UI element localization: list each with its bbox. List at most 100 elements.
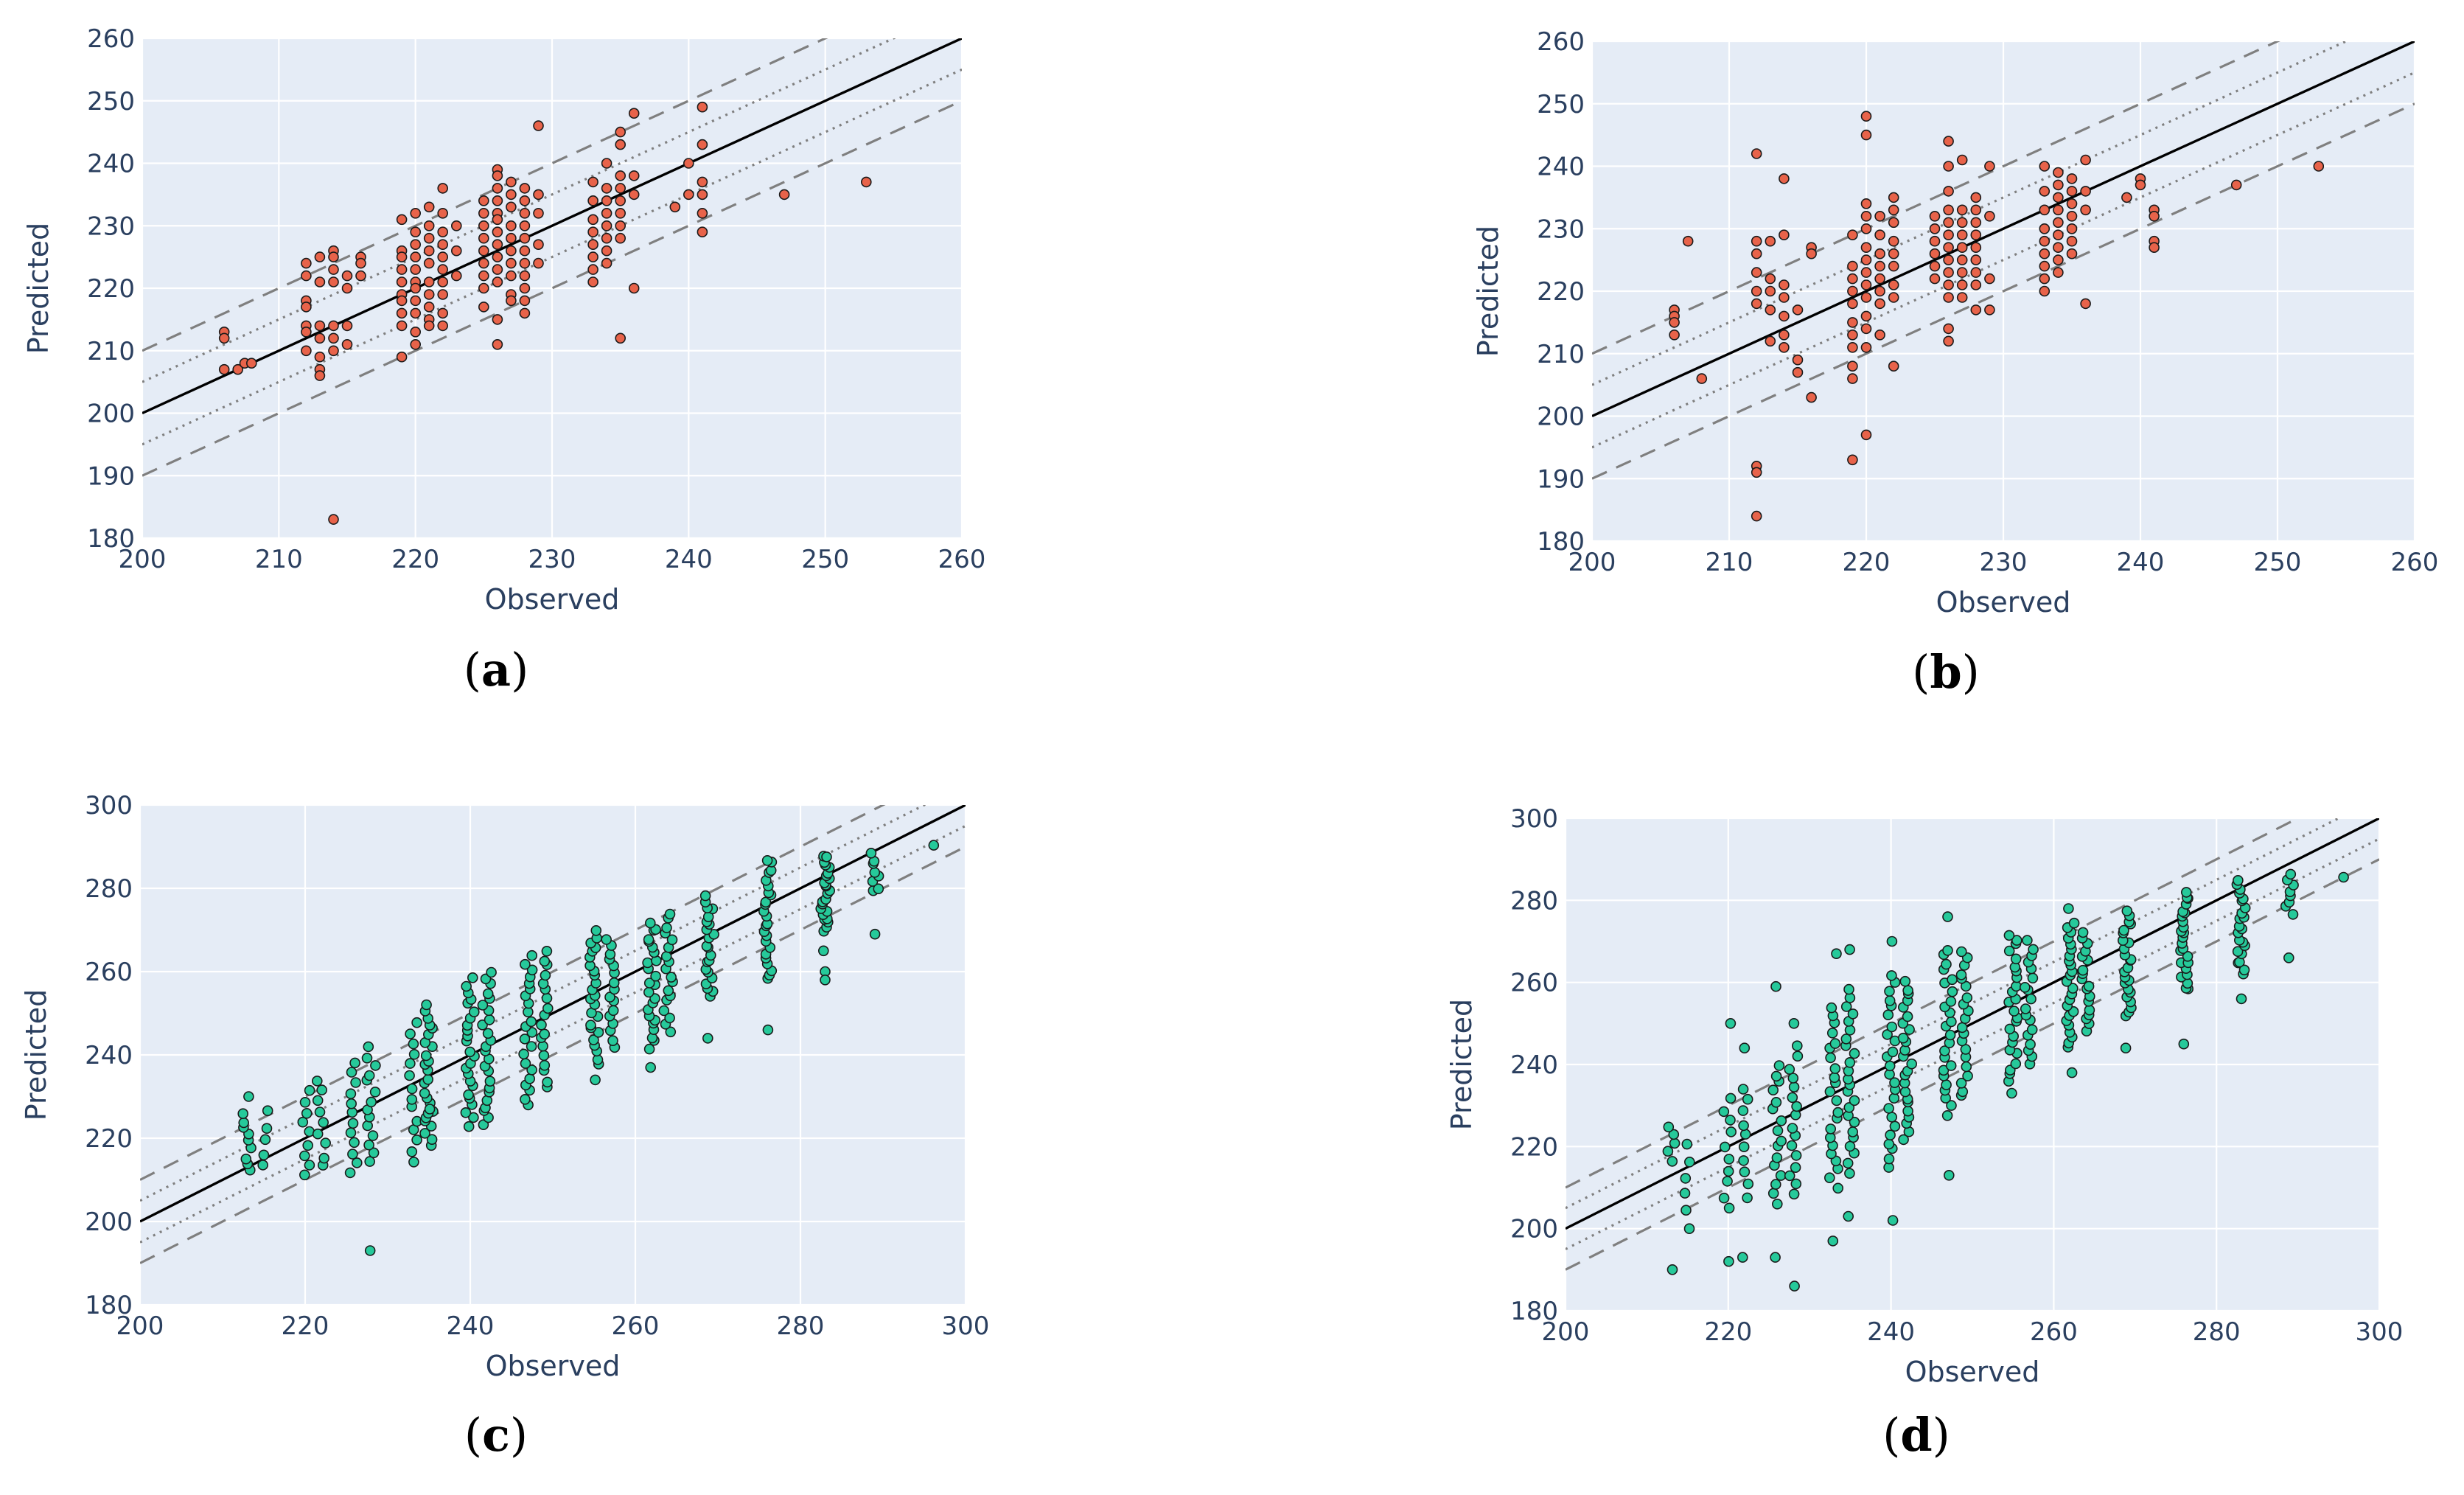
data-point [419,1128,430,1139]
chart-panel-a: 200 210 220 230 240 250 260 180 190 200 210 220 230 2… [22,24,985,697]
x-tick-label: 280 [777,1311,825,1341]
data-point [1770,980,1781,992]
data-point [299,1150,310,1162]
data-point [426,1134,438,1145]
data-point [1956,267,1968,278]
data-point [262,1105,273,1116]
x-tick-label: 200 [116,1311,164,1341]
data-point [1751,298,1762,310]
data-point [1738,1141,1750,1152]
data-point [506,270,517,282]
data-point [350,1077,361,1088]
data-point [314,320,326,332]
data-point [2118,924,2129,936]
data-point [361,1053,373,1064]
y-tick-label: 190 [1537,464,1585,494]
data-point [460,1107,472,1118]
data-point [1962,1070,1973,1081]
data-point [355,270,366,282]
data-point [410,239,422,251]
data-point [1943,267,1954,278]
data-point [437,264,449,275]
error-band-5-line [142,68,962,446]
x-tick-label: 210 [1706,548,1753,577]
data-point [1788,1018,1800,1029]
error-band-10-line [1592,102,2415,480]
y-tick-label: 220 [87,274,135,304]
data-point [2039,223,2051,234]
data-point [2006,1087,2017,1099]
data-point [2053,217,2064,229]
data-point [1725,1092,1737,1104]
data-point [2003,945,2015,957]
identity-line [142,38,962,415]
data-point [1860,223,1872,234]
data-point [1956,946,1967,958]
data-point [467,972,478,983]
data-point [506,189,517,201]
data-point [405,1028,416,1039]
data-point [2066,210,2078,222]
data-point [520,958,531,970]
data-point [328,251,339,262]
chart-panel-c: 200 220 240 260 280 300180200220240260280300O… [20,791,989,1462]
data-point [1718,1192,1730,1204]
data-point [1874,260,1885,272]
data-point [2039,204,2051,216]
data-point [2010,1058,2022,1070]
data-point [482,1028,494,1039]
data-point [1904,1024,1915,1035]
data-point [526,949,538,961]
data-point [1832,1182,1843,1194]
data-point [410,326,422,338]
data-point [299,1169,310,1181]
chart-panel-d: 200 220 240 260 280 300180200220240260280300O… [1445,804,2403,1462]
data-point [1751,235,1762,247]
data-point [506,232,517,244]
data-point [423,220,435,231]
data-point [506,257,517,269]
data-point [312,1128,324,1140]
data-point [396,351,408,363]
y-tick-label: 250 [1537,90,1585,119]
data-point [699,890,711,902]
data-points [1669,111,2325,522]
data-point [869,867,881,878]
data-point [533,257,544,269]
data-point [1751,285,1762,297]
data-point [424,1104,436,1115]
data-point [1860,267,1872,278]
data-point [1874,248,1885,259]
y-axis-title: Predicted [1472,226,1504,357]
data-point [1943,217,1954,229]
y-tick-label: 240 [87,150,135,179]
data-point [2077,964,2089,976]
data-point [1860,242,1872,254]
data-point [478,195,489,206]
data-point [423,245,435,257]
data-point [478,302,489,313]
data-point [1970,192,1982,203]
panel-label-close: ) [1933,1408,1950,1462]
data-point [484,1076,496,1087]
data-point [1984,273,1995,285]
data-point [541,946,553,957]
data-point [2084,1004,2095,1016]
data-point [1788,1081,1800,1092]
data-point [1984,210,1995,222]
data-point [1742,1192,1753,1204]
data-point [2121,192,2132,203]
data-point [1874,285,1885,297]
panel-label-letter: c [482,1408,510,1462]
data-point [1943,254,1954,265]
data-point [437,226,449,238]
data-point [2080,298,2091,310]
data-point [778,189,790,201]
data-point [2010,953,2022,965]
data-point [1956,1022,1968,1034]
data-point [468,1112,479,1123]
data-point [1789,1280,1800,1292]
data-point [2149,210,2160,222]
y-tick-label: 200 [87,400,135,429]
data-point [666,972,677,983]
